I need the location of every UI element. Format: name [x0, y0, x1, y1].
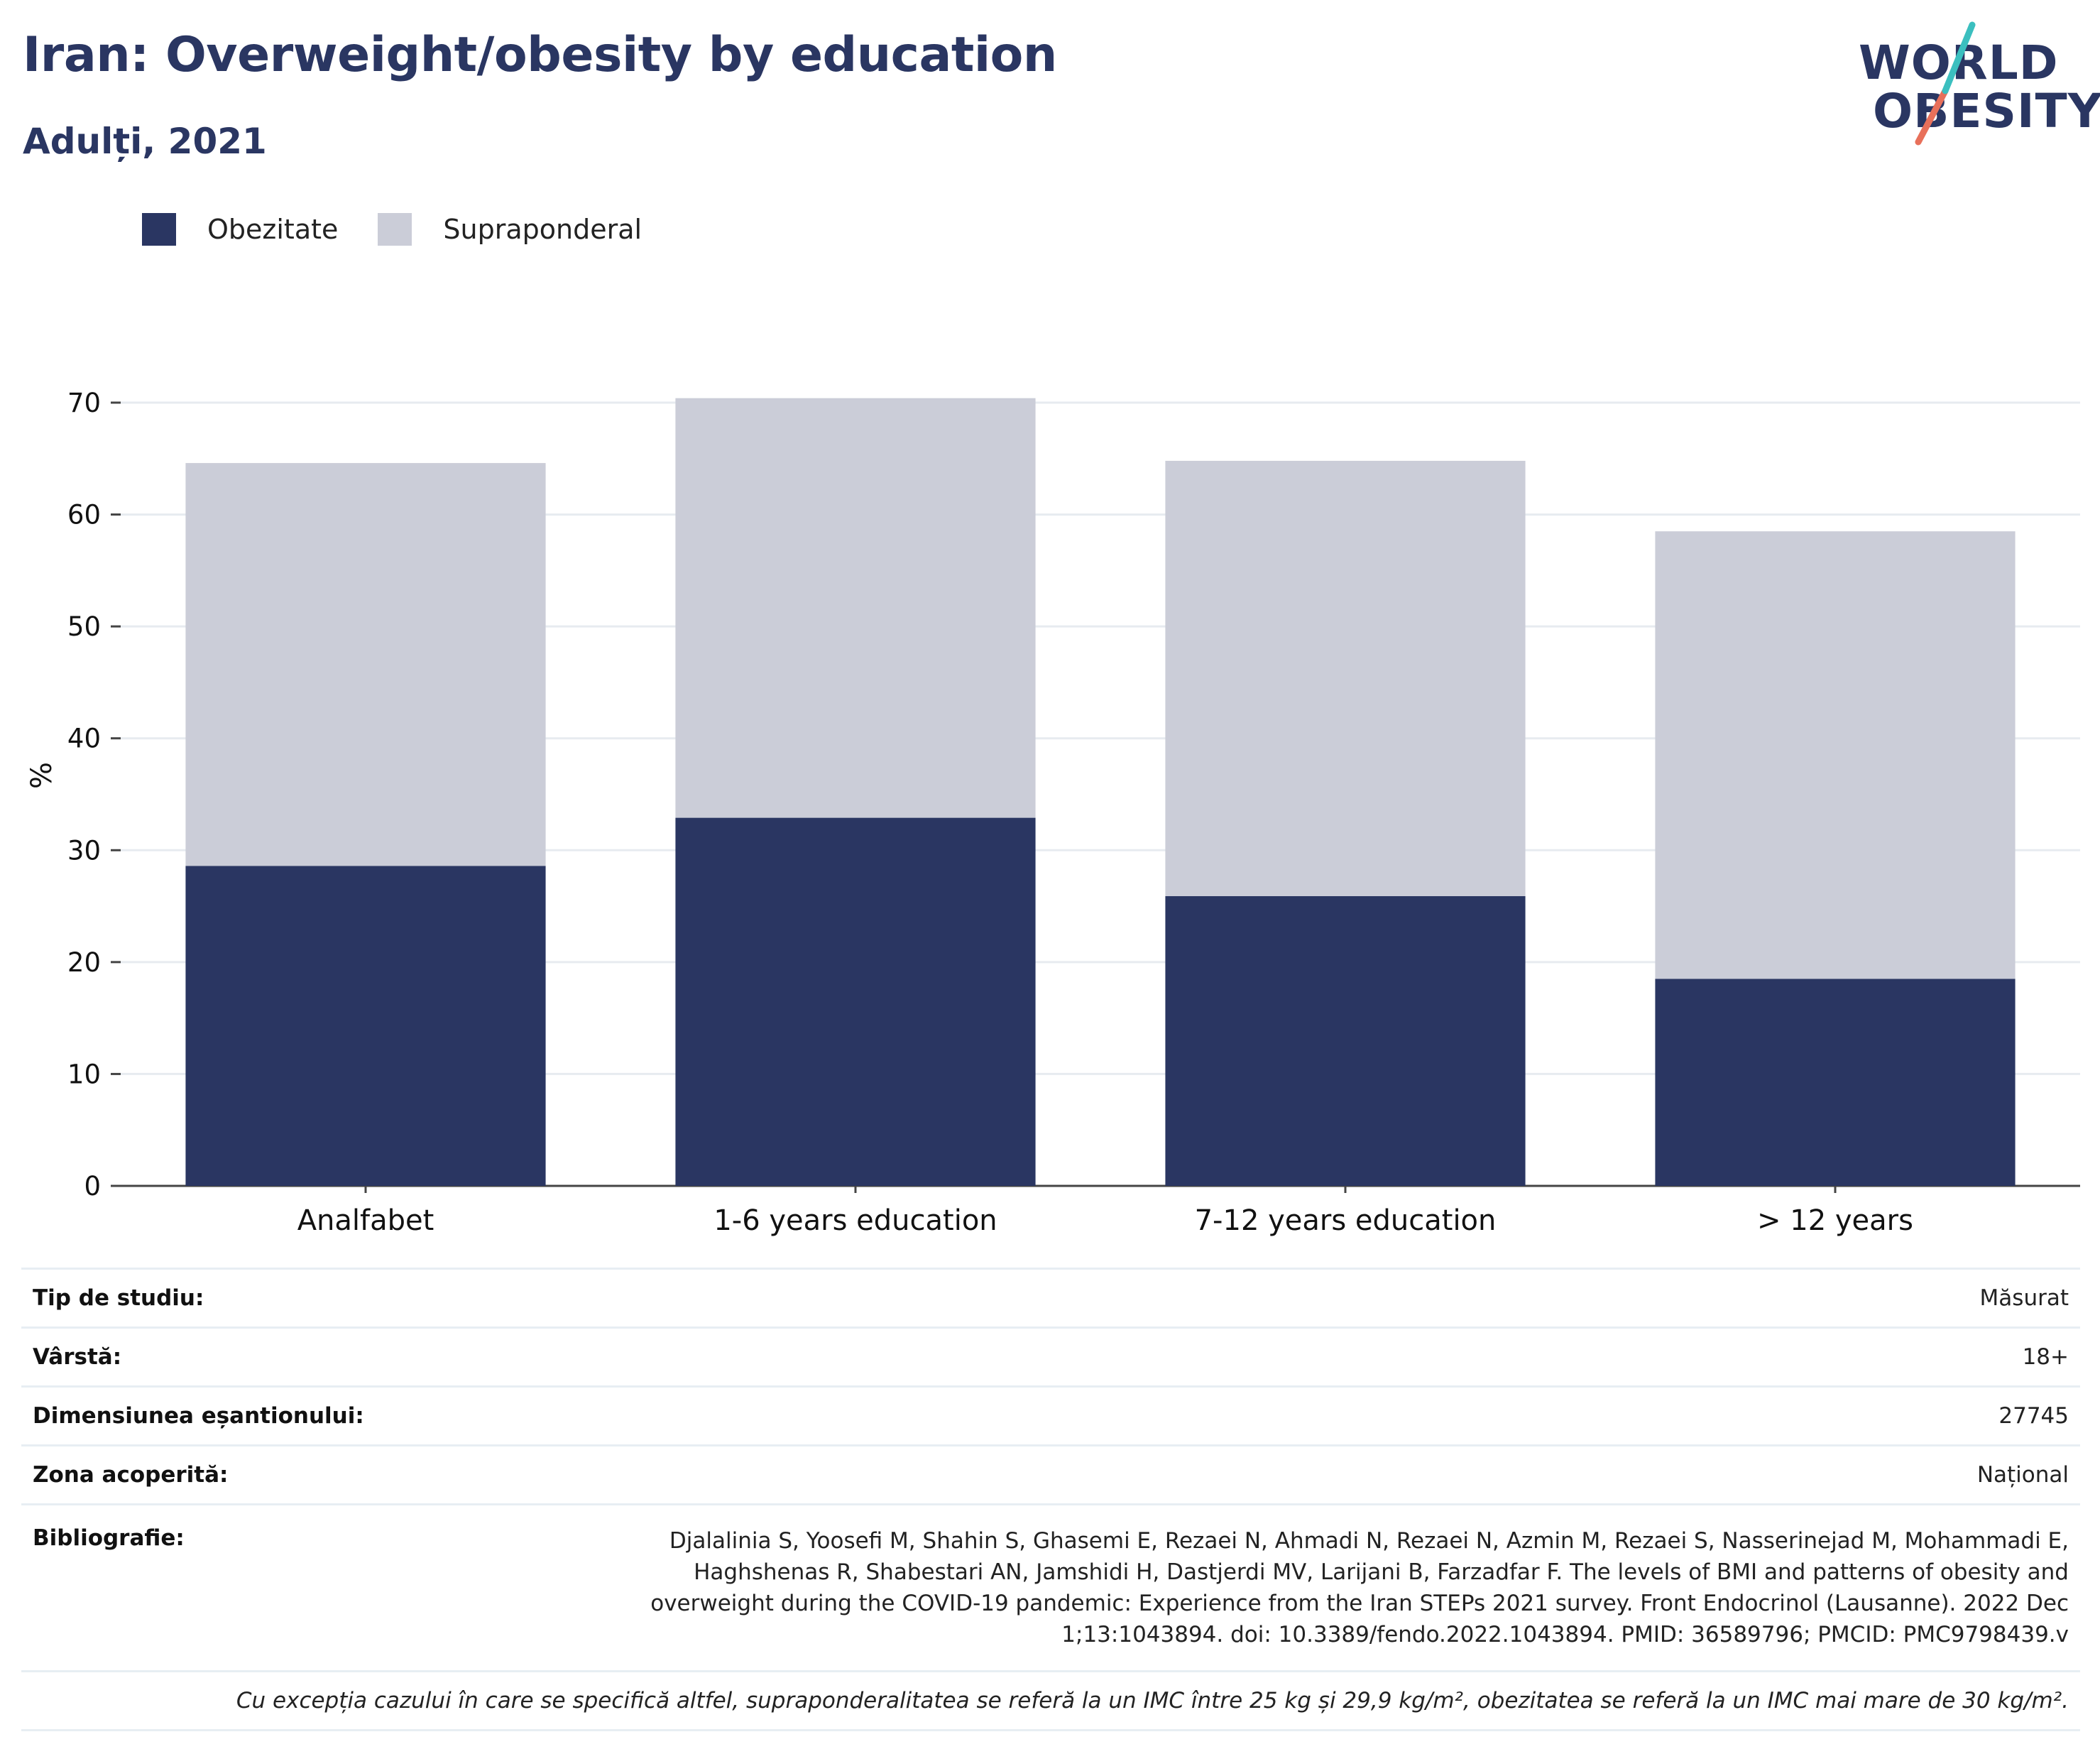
legend-swatch-obesity [142, 213, 176, 246]
bars [185, 398, 2016, 1186]
y-tick-label: 30 [67, 835, 101, 866]
legend-swatch-overweight [378, 213, 412, 246]
area-value: Național [1976, 1462, 2069, 1488]
legend-label-overweight: Supraponderal [443, 214, 642, 245]
study-type-value: Măsurat [1979, 1285, 2069, 1311]
y-tick-label: 20 [67, 947, 101, 978]
world-obesity-logo[interactable]: WORLD OBESITY [1853, 21, 2100, 149]
y-tick-label: 0 [84, 1171, 101, 1202]
y-tick-label: 60 [67, 500, 101, 530]
bibliography-value: Djalalinia S, Yoosefi M, Shahin S, Ghase… [650, 1528, 2069, 1647]
info-row-age: Vârstă: 18+ [21, 1326, 2080, 1385]
x-tick-label: > 12 years [1757, 1204, 1913, 1237]
sample-size-label: Dimensiunea eșantionului: [33, 1403, 364, 1429]
y-tick-label: 70 [67, 388, 101, 418]
chart-legend: Obezitate Supraponderal [142, 213, 682, 246]
info-row-note: Cu excepția cazului în care se specifică… [21, 1670, 2080, 1731]
y-tick-label: 50 [67, 611, 101, 642]
info-table: Tip de studiu: Măsurat Vârstă: 18+ Dimen… [21, 1268, 2080, 1731]
bar-obesity[interactable] [185, 866, 546, 1186]
y-tick-label: 10 [67, 1059, 101, 1089]
bar-overweight[interactable] [1165, 460, 1526, 896]
y-tick-label: 40 [67, 724, 101, 754]
x-axis-ticks: Analfabet 1-6 years education 7-12 years e… [297, 1186, 1913, 1237]
info-row-area: Zona acoperită: Național [21, 1444, 2080, 1503]
age-value: 18+ [2022, 1344, 2069, 1370]
chart-subtitle: Adulți, 2021 [23, 121, 267, 162]
bar-overweight[interactable] [675, 398, 1036, 818]
age-label: Vârstă: [33, 1344, 122, 1370]
legend-label-obesity: Obezitate [207, 214, 339, 245]
y-axis-ticks: 0 10 20 30 40 50 60 70 [67, 388, 121, 1202]
x-tick-label: Analfabet [297, 1204, 434, 1237]
bar-overweight[interactable] [1655, 531, 2016, 979]
logo-slash-icon [1915, 21, 1976, 146]
bibliography-label: Bibliografie: [33, 1525, 185, 1551]
bar-obesity[interactable] [675, 817, 1036, 1186]
chart-title: Iran: Overweight/obesity by education [23, 27, 1057, 83]
info-row-sample-size: Dimensiunea eșantionului: 27745 [21, 1385, 2080, 1444]
area-label: Zona acoperită: [33, 1462, 229, 1488]
bar-obesity[interactable] [1655, 979, 2016, 1186]
legend-item-obesity[interactable]: Obezitate [142, 213, 338, 246]
info-row-study-type: Tip de studiu: Măsurat [21, 1268, 2080, 1326]
bar-obesity[interactable] [1165, 895, 1526, 1186]
logo-line-obesity: OBESITY [1873, 84, 2100, 138]
bar-overweight[interactable] [185, 463, 546, 866]
x-tick-label: 1-6 years education [713, 1204, 997, 1237]
study-type-label: Tip de studiu: [33, 1285, 204, 1311]
legend-item-overweight[interactable]: Supraponderal [378, 213, 642, 246]
y-axis-label: % [26, 762, 58, 789]
sample-size-value: 27745 [1998, 1403, 2069, 1429]
definition-note: Cu excepția cazului în care se specifică… [236, 1688, 2069, 1713]
x-tick-label: 7-12 years education [1195, 1204, 1497, 1237]
info-row-bibliography: Bibliografie: Djalalinia S, Yoosefi M, S… [21, 1503, 2080, 1670]
stacked-bar-chart: 0 10 20 30 40 50 60 70 Analfabet 1-6 years educa… [26, 388, 2080, 1237]
